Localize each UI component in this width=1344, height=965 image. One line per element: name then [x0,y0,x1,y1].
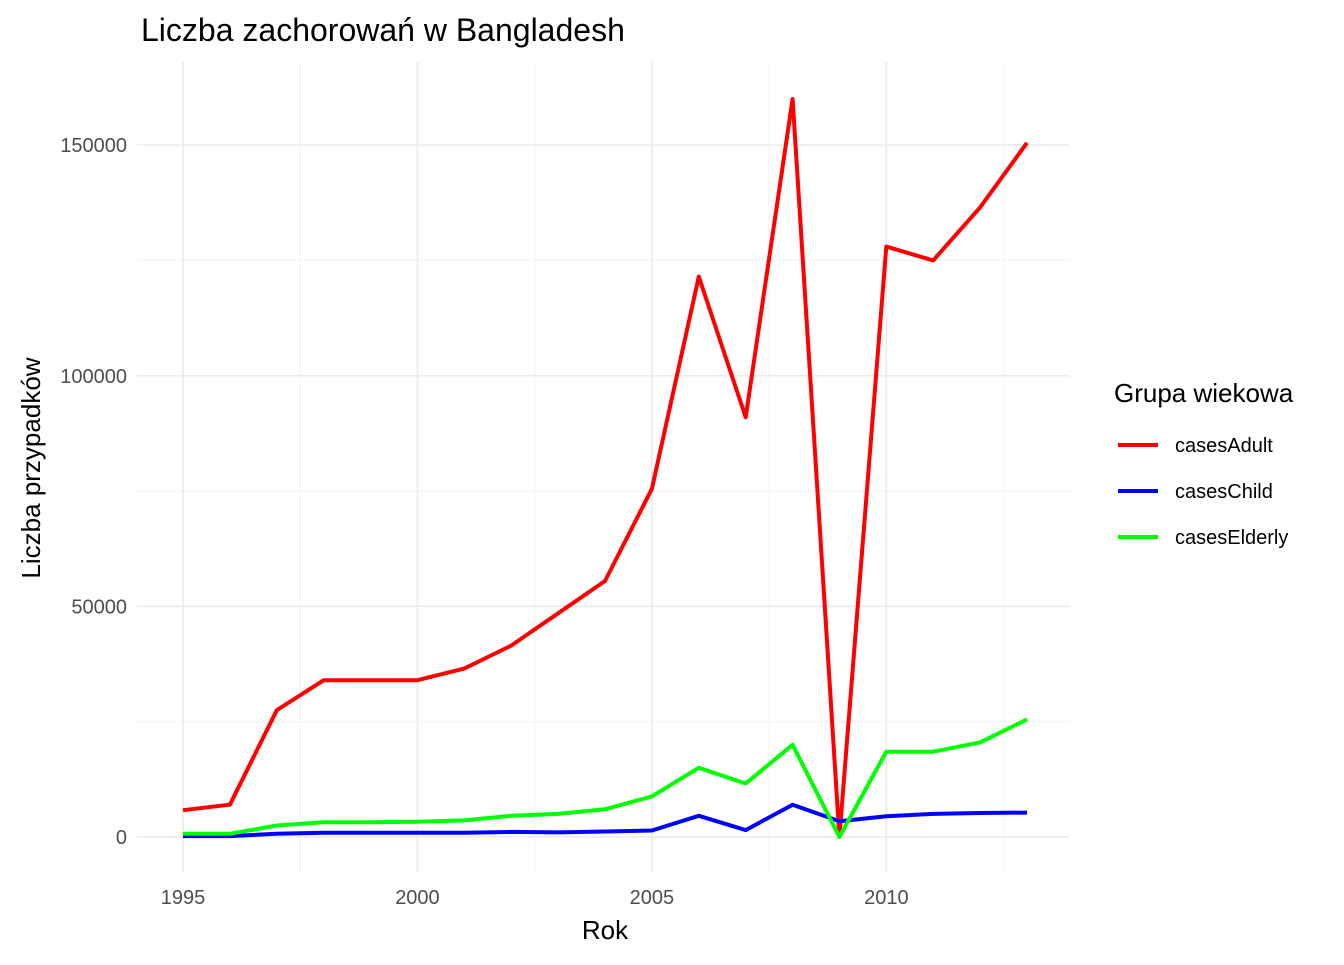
series-line-casesChild [183,802,1028,839]
x-axis-title: Rok [582,915,629,945]
legend-title: Grupa wiekowa [1114,378,1294,408]
legend: Grupa wiekowa casesAdult casesChild casesE… [1114,378,1294,549]
x-tick-label: 1995 [161,887,206,909]
axis-layer: 1995 2000 2005 2010 0 50000 100000 150000 [60,135,908,909]
series-line-casesAdult [182,97,1029,839]
x-tick-label: 2010 [864,887,909,909]
legend-label-casesAdult: casesAdult [1175,435,1273,457]
legend-label-casesChild: casesChild [1175,481,1273,503]
series-layer [182,97,1029,839]
y-tick-label: 0 [116,827,127,849]
series-line-casesElderly [183,717,1028,839]
y-tick-label: 50000 [71,596,127,618]
x-tick-label: 2005 [630,887,675,909]
x-tick-label: 2000 [395,887,440,909]
y-tick-label: 100000 [60,366,127,388]
chart-title: Liczba zachorowań w Bangladesh [141,12,625,48]
grid-layer [137,62,1070,873]
legend-label-casesElderly: casesElderly [1175,527,1288,549]
y-tick-label: 150000 [60,135,127,157]
y-axis-title: Liczba przypadków [16,357,46,578]
